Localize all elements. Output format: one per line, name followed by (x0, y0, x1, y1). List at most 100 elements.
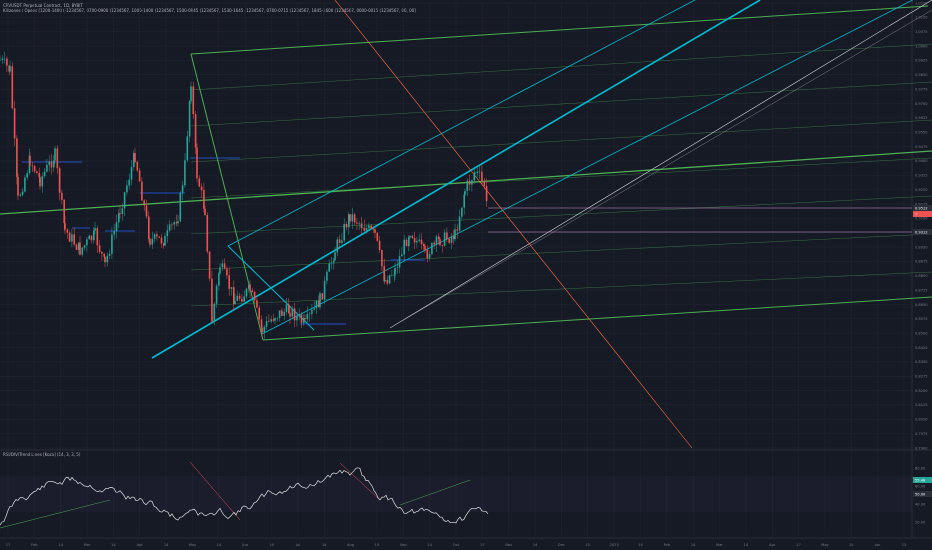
candle-body (361, 227, 363, 229)
price-tick-label: 0.8950 (915, 245, 928, 249)
candle-body (378, 240, 381, 251)
candle-body (226, 268, 228, 276)
candle-body (16, 138, 18, 177)
candle-body (370, 225, 372, 229)
candle-body (104, 256, 106, 263)
candle-body (88, 235, 90, 240)
time-tick-label: 14 (322, 543, 327, 547)
candle-body (249, 284, 251, 291)
pitchfork-handle (190, 53, 264, 341)
candle-body (123, 192, 126, 209)
candle-body (223, 263, 226, 269)
time-tick-label: Sep (400, 543, 407, 547)
candle-body (200, 186, 203, 191)
candle-body (53, 160, 55, 168)
time-tick-label: Nov (505, 543, 513, 547)
price-tick-label: 1.0150 (915, 16, 928, 20)
candle-body (409, 235, 411, 238)
candle-body (175, 222, 178, 224)
candle-body (466, 180, 469, 191)
time-tick-label: 15 (849, 543, 854, 547)
price-tick-label: 0.9400 (915, 159, 928, 163)
candle-body (372, 228, 375, 230)
candle-body (446, 232, 448, 239)
candle-body (256, 300, 258, 308)
price-tick-label: 0.9700 (915, 102, 928, 106)
candle-body (473, 173, 475, 181)
rsi-tick-label: 20.00 (915, 520, 926, 524)
price-tick-label: 0.8725 (915, 288, 928, 292)
candle-body (208, 251, 211, 279)
candle-body (408, 237, 410, 247)
countdown-badge-bg (913, 211, 932, 217)
countdown-badge: 7 (915, 212, 917, 216)
price-tick-label: 0.9550 (915, 130, 928, 134)
candle-body (258, 307, 260, 320)
candle-body (78, 242, 80, 250)
candle-body (128, 179, 130, 186)
price-tick-label: 0.8125 (915, 403, 928, 407)
candle-body (118, 213, 120, 223)
candle-body (343, 223, 345, 241)
candle-body (43, 171, 46, 177)
time-tick-label: 17 (6, 543, 11, 547)
candle-body (66, 229, 69, 233)
candle-body (36, 171, 38, 174)
candle-body (203, 190, 205, 209)
candle-body (323, 280, 326, 300)
rsi-div-line (189, 461, 241, 521)
price-tick-label: 0.7900 (915, 446, 928, 450)
candle-body (9, 66, 11, 72)
time-tick-label: 14 (691, 543, 696, 547)
candle-body (94, 228, 96, 231)
price-tick-label: 0.9175 (915, 202, 928, 206)
price-tick-label: 1.0225 (915, 1, 928, 5)
candle-body (303, 318, 305, 323)
time-tick-label: Jun (241, 543, 248, 547)
candle-body (133, 153, 135, 168)
candle-body (281, 310, 283, 316)
candle-body (108, 253, 111, 256)
candle-body (374, 229, 376, 233)
price-tick-label: 0.8875 (915, 260, 928, 264)
candle-body (285, 304, 288, 312)
candle-body (130, 167, 133, 180)
time-tick-label: Jun (874, 543, 881, 547)
candle-body (177, 221, 179, 224)
candle-series (0, 51, 488, 339)
candle-body (313, 308, 315, 310)
candle-body (103, 253, 105, 257)
candle-body (345, 223, 348, 228)
candle-body (288, 304, 290, 314)
candle-body (260, 319, 263, 328)
candle-body (188, 101, 191, 137)
candle-body (106, 255, 109, 263)
candle-body (428, 254, 431, 259)
candle-body (145, 205, 148, 217)
candle-body (164, 236, 166, 246)
candle-body (438, 236, 440, 240)
time-tick-label: Apr (769, 543, 776, 547)
candle-body (383, 266, 385, 282)
rsi-div-line (339, 462, 381, 501)
price-tick-label: 0.8050 (915, 418, 928, 422)
candle-body (221, 263, 224, 268)
time-tick-label: 14 (638, 543, 643, 547)
time-tick-label: 14 (533, 543, 538, 547)
candle-body (61, 192, 63, 200)
candle-body (156, 234, 158, 237)
time-tick-label: Oct (453, 543, 460, 547)
chart-title: CRVUSDT Perpetual Contract, 1D, BYBIT (3, 3, 83, 8)
candle-body (351, 214, 354, 222)
candle-body (153, 234, 156, 239)
indicator-legend: Killzones / Opens [1200-1400 (-1234567, … (3, 8, 416, 13)
candle-body (31, 165, 34, 167)
candle-body (218, 273, 220, 286)
rsi-div-line (399, 479, 471, 506)
candle-body (298, 314, 300, 316)
candle-body (111, 234, 113, 254)
candle-body (376, 232, 379, 241)
rsi-value-badge-bg (913, 477, 932, 483)
candle-body (93, 230, 95, 241)
